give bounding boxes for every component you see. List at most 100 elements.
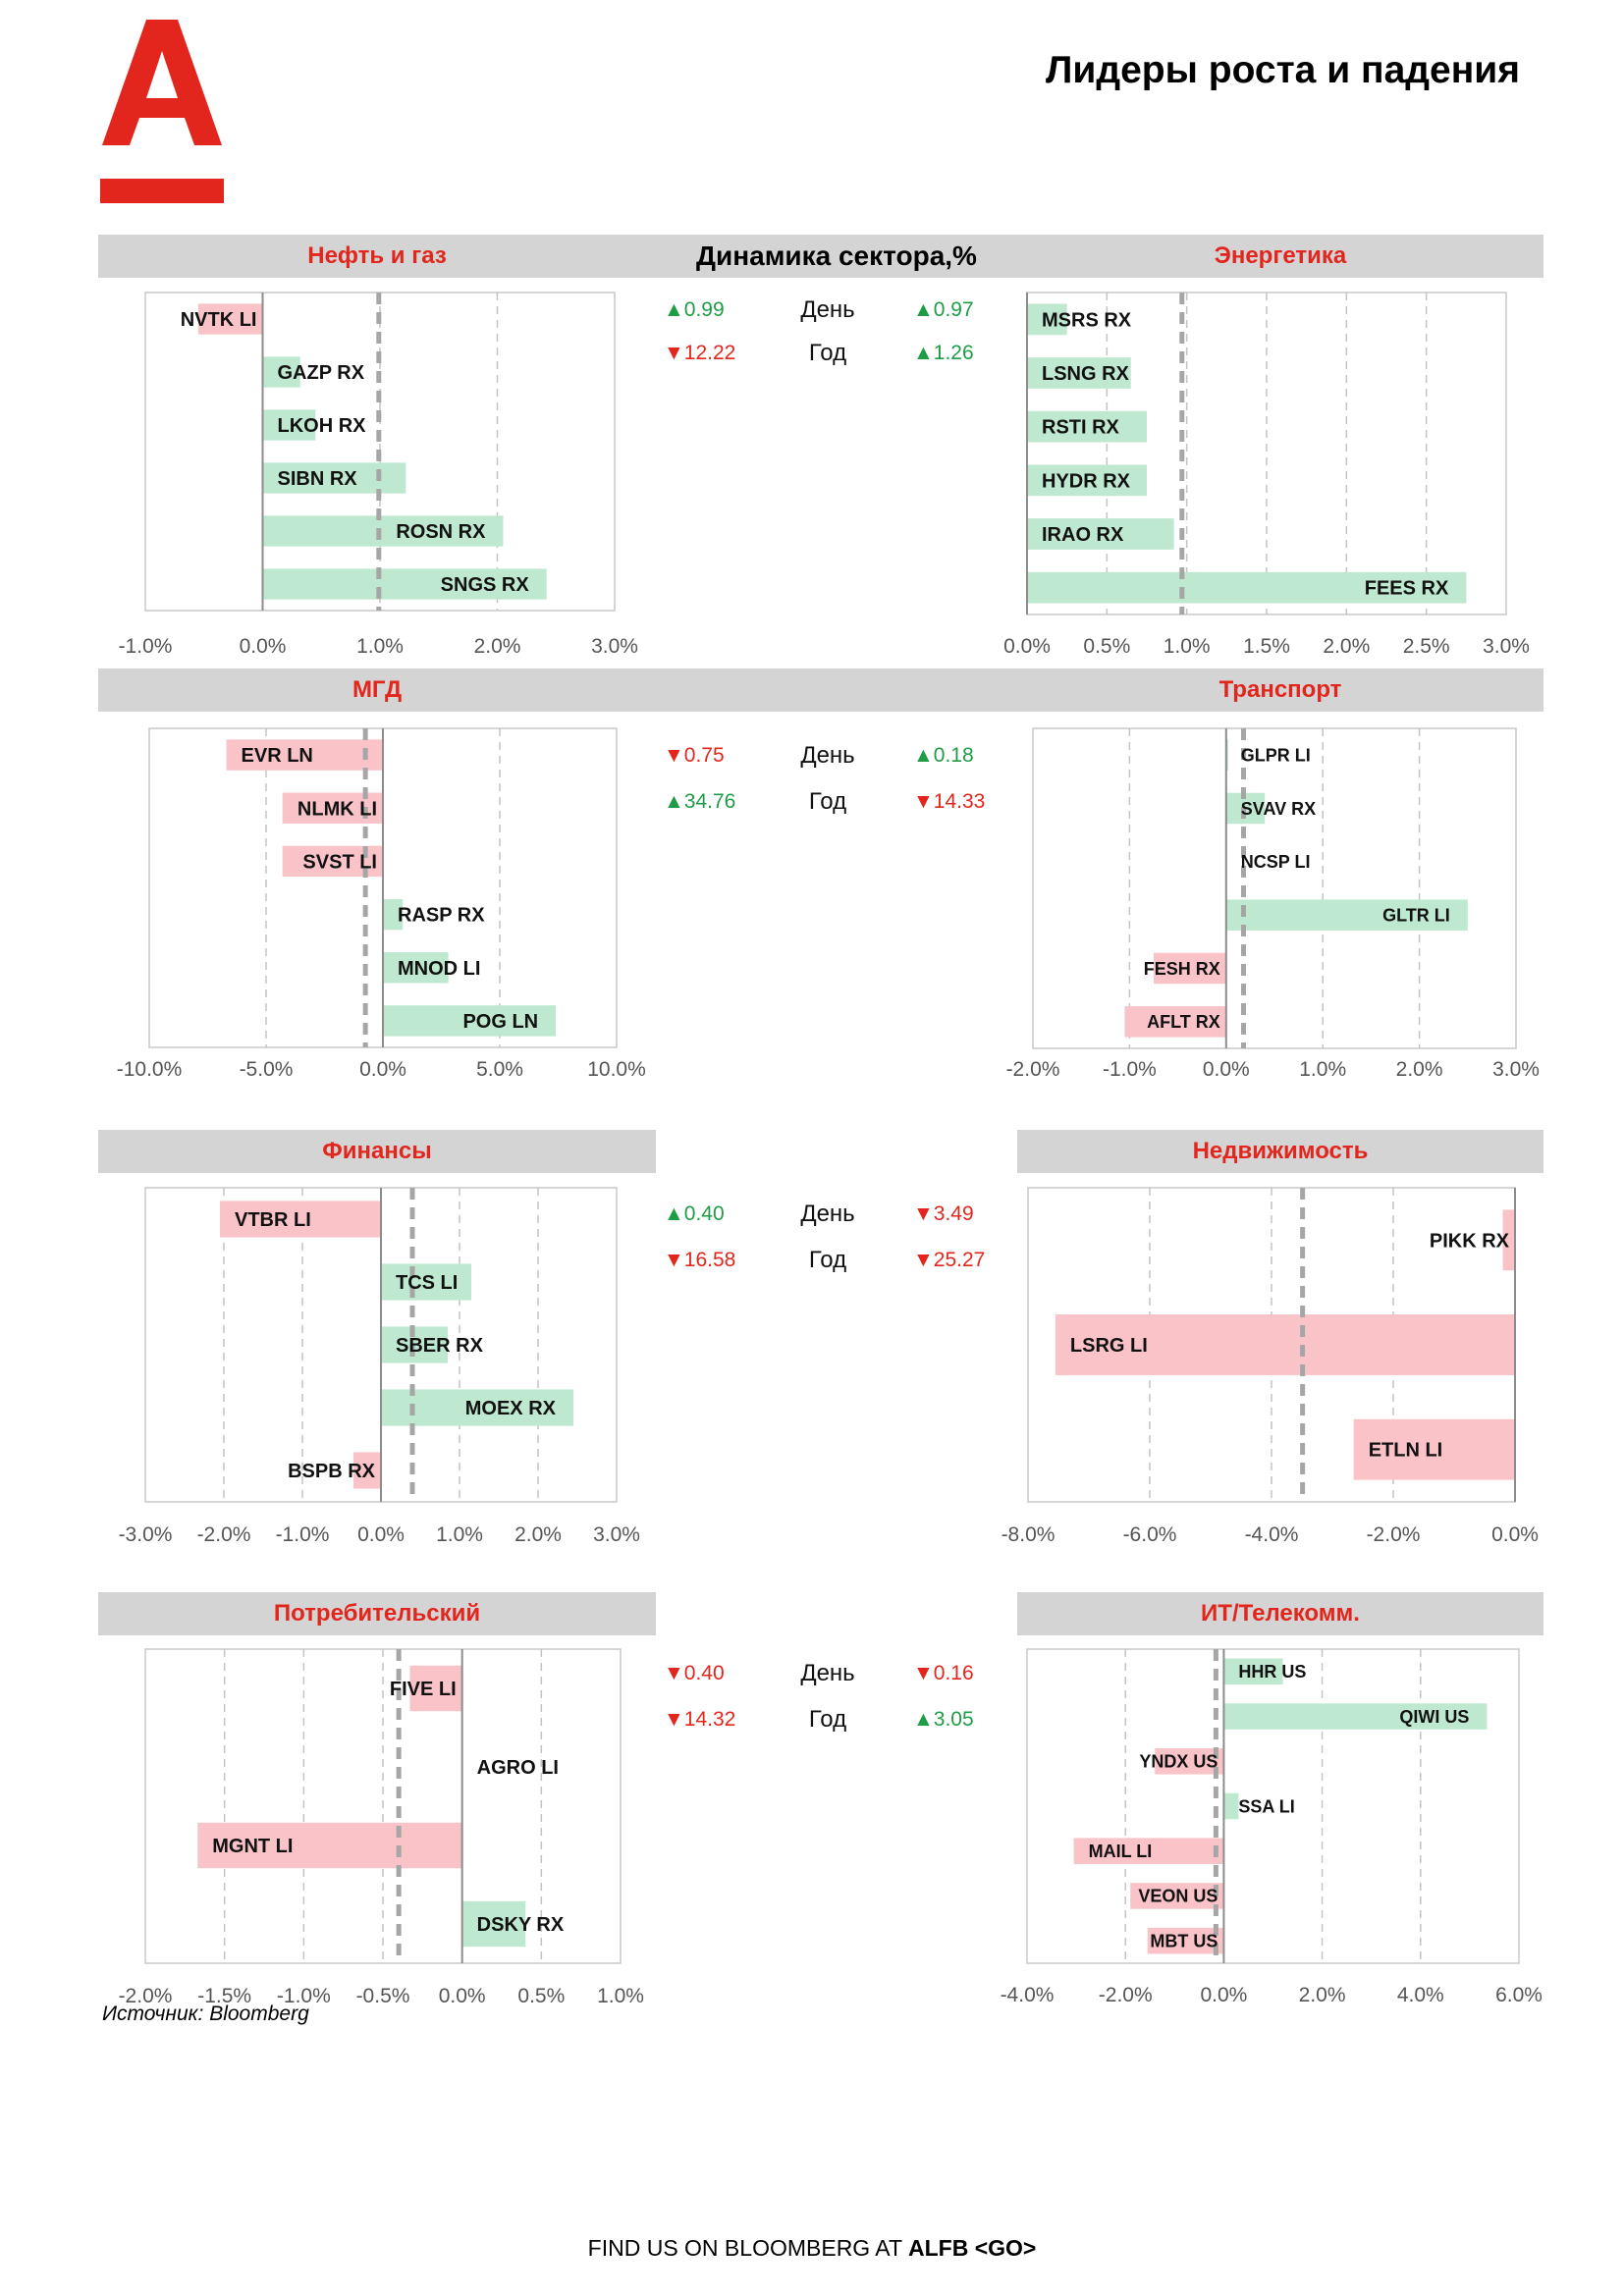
stat-right-year-1: ▲1.26 bbox=[913, 342, 974, 364]
bar-label: NLMK LI bbox=[298, 798, 377, 820]
label-year-4: Год bbox=[808, 1706, 847, 1733]
tick-label: 6.0% bbox=[1495, 1984, 1543, 2006]
bar-label: TCS LI bbox=[396, 1272, 458, 1294]
tick-label: -2.0% bbox=[1367, 1523, 1421, 1546]
bar-vtbr-li bbox=[220, 1201, 381, 1238]
tick-label: -0.5% bbox=[356, 1985, 410, 2007]
band-energy: Энергетика bbox=[1017, 235, 1543, 278]
bar-sngs-rx bbox=[262, 568, 547, 600]
bar-label: ROSN RX bbox=[396, 521, 486, 543]
tick-label: 2.0% bbox=[1323, 635, 1370, 658]
chart-title-real-estate: Недвижимость bbox=[1192, 1138, 1369, 1164]
stat-left-year-3: ▼16.58 bbox=[664, 1249, 736, 1271]
plot-frame-it-telecom bbox=[1026, 1648, 1520, 1964]
bar-label: MGNT LI bbox=[212, 1836, 293, 1857]
stat-left-year-4: ▼14.32 bbox=[664, 1708, 736, 1731]
bar-dsky-rx bbox=[461, 1900, 526, 1948]
tick-label: -1.0% bbox=[1103, 1058, 1157, 1081]
bar-fesh-rx bbox=[1154, 952, 1226, 985]
bar-pikk-rx bbox=[1502, 1209, 1515, 1271]
bar-fees-rx bbox=[1027, 571, 1467, 604]
bar-label: HHR US bbox=[1238, 1662, 1306, 1682]
bar-label: IRAO RX bbox=[1042, 524, 1124, 546]
bar-msrs-rx bbox=[1027, 303, 1067, 336]
bar-label: GLTR LI bbox=[1382, 905, 1450, 925]
tick-label: -4.0% bbox=[1245, 1523, 1299, 1546]
bar-label: GAZP RX bbox=[278, 362, 365, 384]
bar-label: MNOD LI bbox=[398, 958, 480, 980]
stat-left-day-1: ▲0.99 bbox=[664, 298, 725, 321]
tick-label: -2.0% bbox=[197, 1523, 251, 1546]
bar-label: SNGS RX bbox=[441, 574, 530, 596]
stat-right-day-2: ▲0.18 bbox=[913, 744, 974, 767]
bar-pog-ln bbox=[383, 1005, 557, 1037]
bar-label: MAIL LI bbox=[1089, 1842, 1153, 1861]
bar-gltr-li bbox=[1225, 899, 1468, 931]
bar-five-li bbox=[409, 1665, 462, 1712]
bar-label: NCSP LI bbox=[1241, 852, 1311, 872]
stat-right-day-3: ▼3.49 bbox=[913, 1202, 974, 1225]
tick-label: 0.0% bbox=[1003, 635, 1051, 658]
bar-label: SBER RX bbox=[396, 1335, 484, 1357]
tick-label: 0.0% bbox=[439, 1985, 486, 2007]
alfa-logo-icon bbox=[100, 20, 224, 203]
tick-label: 3.0% bbox=[591, 635, 638, 658]
bar-evr-ln bbox=[226, 739, 383, 771]
tick-label: 10.0% bbox=[587, 1058, 646, 1081]
bar-label: ETLN LI bbox=[1369, 1440, 1443, 1462]
tick-label: 1.0% bbox=[356, 635, 404, 658]
bar-label: SIBN RX bbox=[278, 468, 358, 490]
bar-aflt-rx bbox=[1124, 1006, 1226, 1038]
band-transport: Транспорт bbox=[1017, 668, 1543, 712]
bar-label: LSRG LI bbox=[1070, 1335, 1148, 1357]
chart-title-transport: Транспорт bbox=[1218, 676, 1342, 703]
tick-label: 0.5% bbox=[517, 1985, 565, 2007]
bar-label: POG LN bbox=[462, 1011, 538, 1033]
bar-hydr-rx bbox=[1027, 464, 1147, 497]
bar-label: SVAV RX bbox=[1241, 799, 1316, 819]
bar-label: FIVE LI bbox=[390, 1679, 457, 1700]
bar-lsrg-li bbox=[1055, 1314, 1515, 1375]
tick-label: 1.0% bbox=[436, 1523, 483, 1546]
bar-label: VTBR LI bbox=[235, 1209, 311, 1231]
bar-rasp-rx bbox=[383, 898, 404, 931]
label-year-1: Год bbox=[808, 340, 847, 366]
bar-bspb-rx bbox=[353, 1452, 381, 1489]
chart-title-oil-gas: Нефть и газ bbox=[307, 242, 447, 269]
bar-lkoh-rx bbox=[262, 409, 316, 441]
bar-label: EVR LN bbox=[242, 745, 313, 767]
bar-nvtk-li bbox=[197, 303, 263, 335]
stat-left-day-3: ▲0.40 bbox=[664, 1202, 725, 1225]
bar-rosn-rx bbox=[262, 515, 504, 547]
bar-lsng-rx bbox=[1027, 357, 1131, 389]
stat-left-day-4: ▼0.40 bbox=[664, 1662, 725, 1684]
stat-right-year-2: ▼14.33 bbox=[913, 790, 986, 813]
band-consumer: Потребительский bbox=[98, 1592, 656, 1635]
band-oil-gas: Нефть и газ bbox=[98, 235, 656, 278]
tick-label: -1.5% bbox=[197, 1985, 251, 2007]
bar-label: QIWI US bbox=[1399, 1707, 1469, 1727]
label-day-4: День bbox=[800, 1660, 855, 1686]
bar-label: RASP RX bbox=[398, 905, 485, 927]
stat-left-day-2: ▼0.75 bbox=[664, 744, 725, 767]
bar-qiwi-us bbox=[1223, 1703, 1488, 1730]
bar-veon-us bbox=[1130, 1883, 1224, 1909]
stat-right-day-1: ▲0.97 bbox=[913, 298, 974, 321]
stat-right-day-4: ▼0.16 bbox=[913, 1662, 974, 1684]
band-gap bbox=[656, 668, 1017, 712]
tick-label: -8.0% bbox=[1001, 1523, 1056, 1546]
bar-yndx-us bbox=[1155, 1748, 1224, 1775]
tick-label: -2.0% bbox=[1006, 1058, 1060, 1081]
tick-label: 3.0% bbox=[1492, 1058, 1540, 1081]
bar-label: PIKK RX bbox=[1430, 1230, 1510, 1252]
tick-label: 0.0% bbox=[1203, 1058, 1250, 1081]
bar-label: MSRS RX bbox=[1042, 309, 1132, 331]
bar-label: NVTK LI bbox=[181, 309, 257, 331]
band-finance: Финансы bbox=[98, 1130, 656, 1173]
bar-mail-li bbox=[1073, 1838, 1224, 1864]
tick-label: 1.0% bbox=[1299, 1058, 1346, 1081]
tick-label: -1.0% bbox=[119, 635, 173, 658]
tick-label: 2.5% bbox=[1403, 635, 1450, 658]
bar-label: AGRO LI bbox=[477, 1757, 559, 1779]
tick-label: -6.0% bbox=[1123, 1523, 1177, 1546]
